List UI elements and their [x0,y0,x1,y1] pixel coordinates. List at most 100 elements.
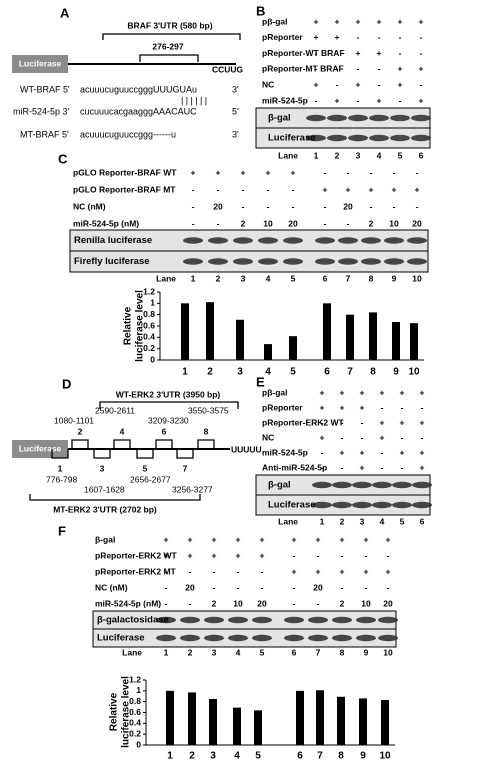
condition-cell: + [216,167,221,177]
condition-cell: - [292,184,295,194]
condition-cell: + [377,95,382,105]
condition-cell: + [314,16,319,26]
utr-label: WT-ERK2 3'UTR (3950 bp) [116,389,221,399]
condition-cell: - [381,462,384,472]
condition-cell: - [378,32,381,42]
condition-cell: - [292,201,295,211]
condition-cell: + [420,387,425,397]
condition-cell: - [420,32,423,42]
lane-number: 6 [292,647,297,657]
condition-cell: + [340,402,345,412]
condition-cell: - [420,79,423,89]
condition-cell: 20 [383,598,393,608]
lane-number: 5 [291,273,296,283]
x-tick-label: 10 [379,751,391,762]
x-tick-label: 5 [290,367,296,378]
lane-label: Lane [156,273,176,283]
condition-cell: + [316,566,321,576]
condition-cell: - [399,95,402,105]
site-label: 3256-3277 [172,484,213,494]
lane-number: 2 [216,273,221,283]
condition-label: pReporter-MT BRAF [262,64,344,74]
condition-cell: - [242,201,245,211]
band [284,616,304,624]
condition-cell: 20 [257,598,267,608]
condition-cell: - [192,218,195,228]
condition-cell: - [189,566,192,576]
condition-cell: - [261,566,264,576]
lane-label: Lane [278,516,298,526]
condition-cell: - [399,32,402,42]
luciferase-box [12,440,68,458]
condition-cell: + [420,417,425,427]
condition-cell: - [317,598,320,608]
condition-cell: - [315,95,318,105]
condition-cell: - [336,64,339,74]
lane-number: 2 [335,150,340,160]
condition-cell: + [292,534,297,544]
condition-cell: + [236,550,241,560]
band [258,237,278,244]
condition-cell: 20 [288,218,298,228]
band [372,501,392,509]
condition-cell: + [320,387,325,397]
seq-label: miR-524-5p 3' [13,106,70,116]
lane-number: 1 [191,273,196,283]
condition-cell: + [377,48,382,58]
condition-cell: + [191,167,196,177]
band [412,501,432,509]
luciferase-box [12,55,68,73]
band [352,501,372,509]
blot-label: Firefly luciferase [74,256,150,267]
lane-number: 5 [398,150,403,160]
condition-cell: - [315,48,318,58]
condition-cell: - [336,48,339,58]
blot-label: Luciferase [268,133,316,144]
condition-cell: - [324,218,327,228]
bracket [102,33,241,40]
band [204,616,224,624]
condition-cell: + [314,32,319,42]
condition-cell: - [217,218,220,228]
condition-cell: + [420,447,425,457]
y-tick-label: 1.2 [129,674,141,684]
condition-cell: - [237,566,240,576]
x-tick-label: 9 [360,751,366,762]
condition-cell: + [380,432,385,442]
x-tick-label: 5 [255,751,261,762]
band [369,134,389,142]
condition-cell: + [188,550,193,560]
seq-end: 3' [232,84,239,94]
sequence: acuuucuguuccgggUUUGUAu [80,84,197,94]
condition-cell: - [324,201,327,211]
luciferase-label: Luciferase [19,443,62,453]
condition-cell: - [357,64,360,74]
condition-cell: + [420,462,425,472]
condition-cell: + [335,95,340,105]
lane-number: 8 [340,647,345,657]
condition-cell: + [392,184,397,194]
bar [323,303,331,360]
condition-cell: 20 [313,582,323,592]
condition-cell: 10 [361,598,371,608]
bar [359,698,367,745]
panel-letter: B [256,3,265,18]
condition-cell: - [416,201,419,211]
condition-label: pReporter-ERK2 WT [95,550,178,560]
condition-cell: + [236,534,241,544]
band [284,634,304,642]
condition-cell: - [393,201,396,211]
condition-cell: - [341,462,344,472]
y-tick-label: 0.4 [129,718,141,728]
y-axis-label: luciferase level [135,290,146,362]
band [180,616,200,624]
condition-label: NC [262,79,274,89]
band [315,237,335,244]
band [306,134,326,142]
band [411,114,431,122]
condition-cell: + [340,447,345,457]
band [332,481,352,489]
condition-cell: - [361,432,364,442]
lane-number: 5 [260,647,265,657]
site-label: 776-798 [46,474,77,484]
